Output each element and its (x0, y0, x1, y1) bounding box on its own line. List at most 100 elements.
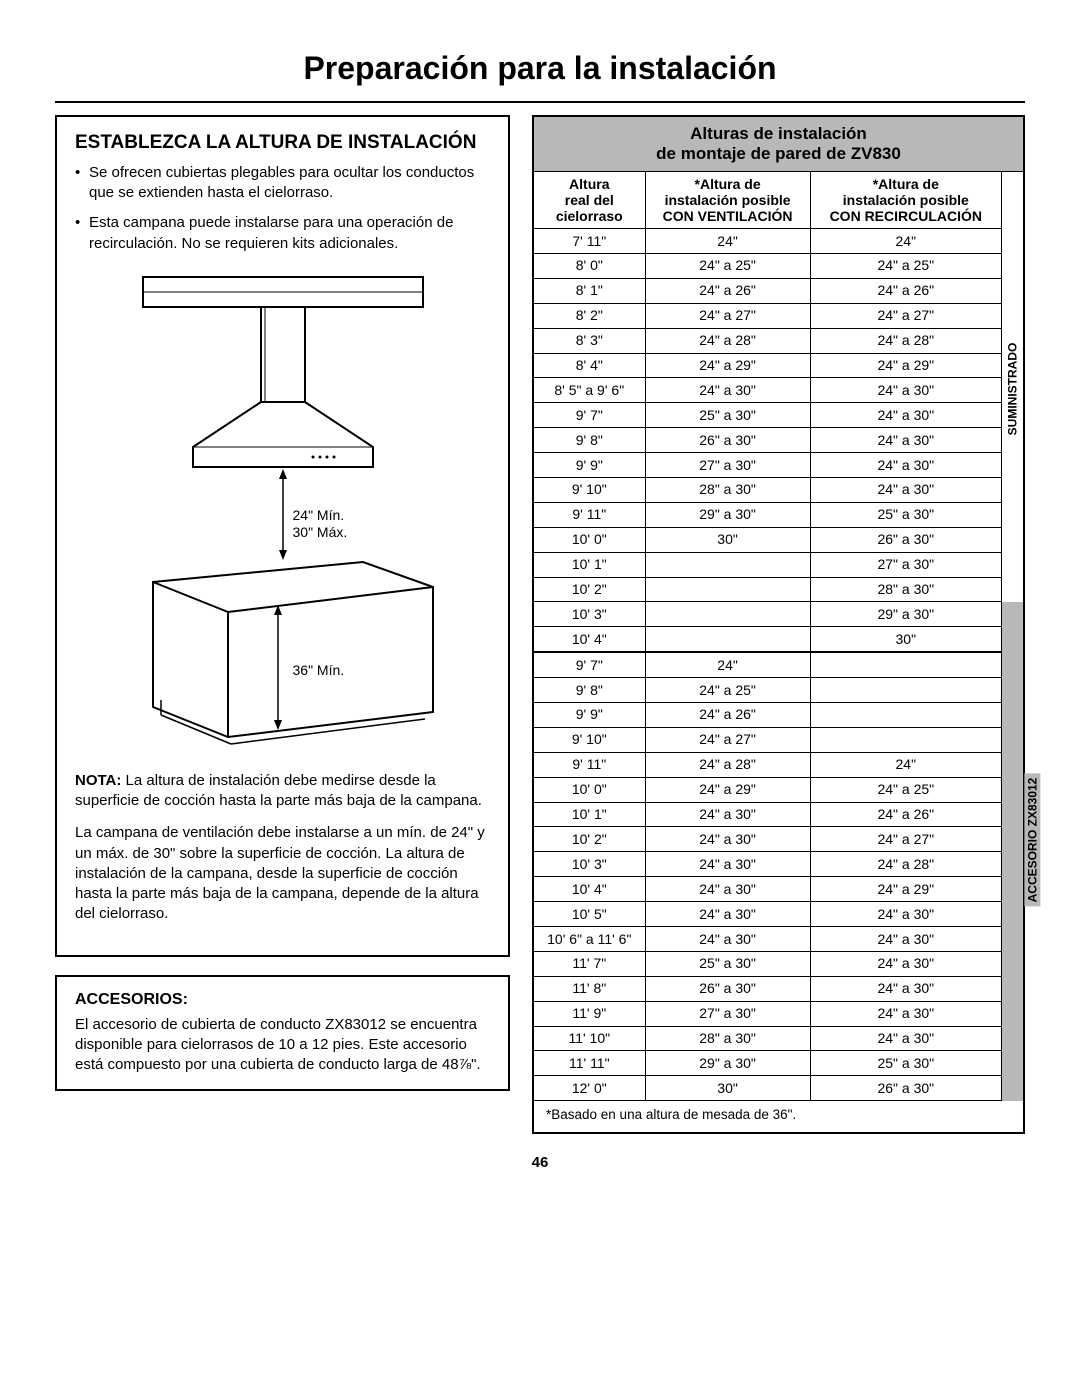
table-cell: 24" a 26" (645, 278, 810, 303)
table-cell: 24" a 28" (645, 328, 810, 353)
explainer-paragraph: La campana de ventilación debe instalars… (75, 823, 490, 924)
table-cell: 10' 0" (534, 777, 645, 802)
table-row: 10' 1" 27" a 30" (534, 552, 1001, 577)
table-cell: 24" a 28" (810, 328, 1001, 353)
table-cell: 24" a 30" (810, 428, 1001, 453)
table-cell: 9' 9" (534, 702, 645, 727)
table-cell: 24" a 30" (810, 976, 1001, 1001)
bullet-list: Se ofrecen cubiertas plegables para ocul… (75, 163, 490, 254)
table-row: 8' 0"24" a 25"24" a 25" (534, 253, 1001, 278)
table-cell: 10' 4" (534, 627, 645, 652)
table-cell (810, 702, 1001, 727)
table-row: 8' 5" a 9' 6"24" a 30"24" a 30" (534, 378, 1001, 403)
table-cell: 24" a 30" (810, 951, 1001, 976)
table-cell (645, 577, 810, 602)
table-row: 8' 1"24" a 26"24" a 26" (534, 278, 1001, 303)
table-cell: 24" a 29" (810, 353, 1001, 378)
table-cell: 24" a 29" (645, 777, 810, 802)
table-cell: 24" a 30" (645, 827, 810, 852)
table-cell: 24" a 26" (645, 702, 810, 727)
table-cell: 7' 11" (534, 229, 645, 254)
table-cell: 8' 3" (534, 328, 645, 353)
table-cell: 9' 7" (534, 403, 645, 428)
table-row: 9' 11"29" a 30"25" a 30" (534, 502, 1001, 527)
table-cell: 25" a 30" (645, 951, 810, 976)
table-row: 9' 9"24" a 26" (534, 702, 1001, 727)
table-cell: 27" a 30" (810, 552, 1001, 577)
table-cell: 11' 9" (534, 1001, 645, 1026)
right-column: Alturas de instalación de montaje de par… (532, 115, 1025, 1134)
table-row: 9' 9"27" a 30"24" a 30" (534, 453, 1001, 478)
side-label-strip: SUMINISTRADO ACCESORIO ZX83012 (1001, 172, 1023, 1101)
table-cell: 11' 7" (534, 951, 645, 976)
table-cell: 24" a 30" (645, 802, 810, 827)
table-cell: 8' 2" (534, 303, 645, 328)
table-row: 7' 11"24"24" (534, 229, 1001, 254)
table-cell: 24" a 26" (810, 802, 1001, 827)
table-cell: 10' 1" (534, 552, 645, 577)
table-cell: 24" a 28" (645, 752, 810, 777)
table-row: 10' 4" 30" (534, 627, 1001, 652)
lbl-max: 30" Máx. (293, 524, 348, 540)
table-cell: 25" a 30" (810, 1051, 1001, 1076)
table-cell: 9' 8" (534, 428, 645, 453)
table-cell: 10' 1" (534, 802, 645, 827)
table-cell: 27" a 30" (645, 453, 810, 478)
table-cell: 28" a 30" (810, 577, 1001, 602)
heights-table: Altura real del cielorraso *Altura de in… (534, 172, 1001, 1101)
table-cell: 24" a 26" (810, 278, 1001, 303)
table-cell: 30" (645, 1076, 810, 1101)
table-cell: 10' 6" a 11' 6" (534, 927, 645, 952)
table-cell: 11' 8" (534, 976, 645, 1001)
table-cell: 28" a 30" (645, 1026, 810, 1051)
table-cell: 10' 4" (534, 877, 645, 902)
table-cell: 30" (810, 627, 1001, 652)
table-cell: 9' 8" (534, 678, 645, 703)
table-row: 10' 5"24" a 30"24" a 30" (534, 902, 1001, 927)
table-cell: 25" a 30" (810, 502, 1001, 527)
table-row: 9' 8"26" a 30"24" a 30" (534, 428, 1001, 453)
table-row: 10' 1"24" a 30"24" a 26" (534, 802, 1001, 827)
accessories-text: El accesorio de cubierta de conducto ZX8… (75, 1015, 490, 1076)
table-cell: 24" a 30" (810, 902, 1001, 927)
table-row: 11' 8"26" a 30"24" a 30" (534, 976, 1001, 1001)
table-row: 9' 10"24" a 27" (534, 727, 1001, 752)
height-section-title: ESTABLEZCA LA ALTURA DE INSTALACIÓN (75, 131, 490, 155)
table-cell: 10' 2" (534, 577, 645, 602)
table-cell: 24" a 28" (810, 852, 1001, 877)
note-text: La altura de instalación debe medirse de… (75, 772, 482, 809)
table-cell: 8' 4" (534, 353, 645, 378)
table-cell: 24" a 30" (645, 902, 810, 927)
table-cell: 24" a 30" (810, 927, 1001, 952)
table-cell: 9' 10" (534, 727, 645, 752)
table-cell (810, 727, 1001, 752)
header-row: Altura real del cielorraso *Altura de in… (534, 172, 1001, 229)
table-cell: 24" (810, 752, 1001, 777)
table-cell: 24" a 30" (810, 378, 1001, 403)
table-cell: 24" a 25" (645, 678, 810, 703)
table-row: 9' 7"25" a 30"24" a 30" (534, 403, 1001, 428)
table-cell: 10' 3" (534, 602, 645, 627)
table-cell: 10' 5" (534, 902, 645, 927)
table-cell: 26" a 30" (810, 527, 1001, 552)
table-cell: 26" a 30" (645, 976, 810, 1001)
table-cell: 28" a 30" (645, 477, 810, 502)
table-row: 9' 11"24" a 28"24" (534, 752, 1001, 777)
col1-header: Altura real del cielorraso (534, 172, 645, 229)
table-row: 10' 4"24" a 30"24" a 29" (534, 877, 1001, 902)
table-cell: 11' 11" (534, 1051, 645, 1076)
table-row: 10' 2" 28" a 30" (534, 577, 1001, 602)
col3-header: *Altura de instalación posible CON RECIR… (810, 172, 1001, 229)
table-cell: 24" a 25" (810, 253, 1001, 278)
diagram-label-top: 24" Mín. 30" Máx. (293, 507, 348, 541)
lbl-min: 24" Mín. (293, 507, 345, 523)
table-row: 10' 6" a 11' 6"24" a 30"24" a 30" (534, 927, 1001, 952)
table-body-1: 7' 11"24"24"8' 0"24" a 25"24" a 25"8' 1"… (534, 229, 1001, 653)
note-label: NOTA: (75, 772, 121, 789)
table-cell: 24" a 27" (645, 303, 810, 328)
table-cell: 25" a 30" (645, 403, 810, 428)
table-cell: 29" a 30" (645, 502, 810, 527)
table-row: 8' 3"24" a 28"24" a 28" (534, 328, 1001, 353)
table-cell: 10' 3" (534, 852, 645, 877)
table-cell: 9' 11" (534, 752, 645, 777)
